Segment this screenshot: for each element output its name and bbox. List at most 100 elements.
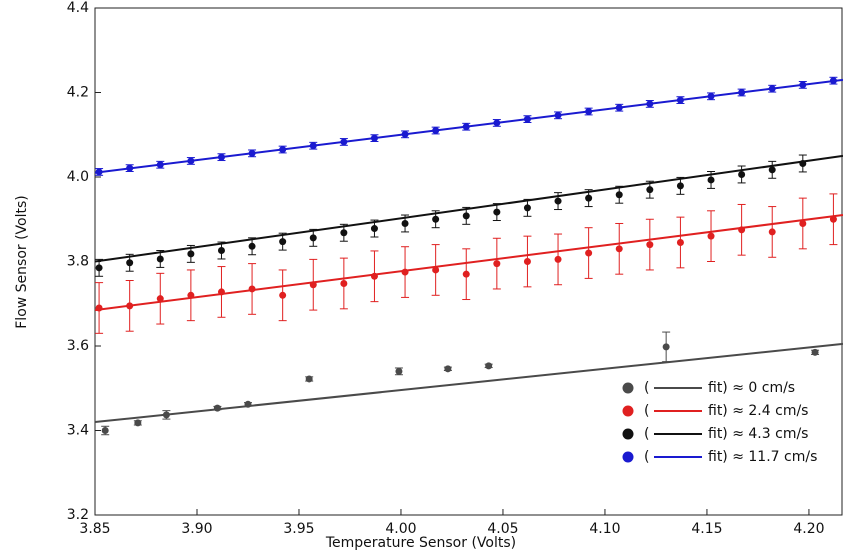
point xyxy=(646,241,654,249)
point xyxy=(493,208,501,216)
point xyxy=(156,295,164,303)
point xyxy=(768,85,776,93)
point xyxy=(646,186,654,194)
point xyxy=(811,348,819,356)
point xyxy=(217,288,225,296)
point xyxy=(738,89,746,96)
legend-label: fit) ≈ 11.7 cm/s xyxy=(708,449,817,465)
point xyxy=(523,258,531,265)
point xyxy=(134,419,142,427)
legend-label: fit) ≈ 0 cm/s xyxy=(708,380,795,396)
legend-marker xyxy=(622,405,634,417)
point xyxy=(615,245,623,253)
legend-marker xyxy=(622,428,634,440)
point xyxy=(244,400,252,408)
point xyxy=(101,427,109,434)
legend-paren: ( xyxy=(644,380,649,396)
point xyxy=(309,234,317,242)
point xyxy=(485,362,493,370)
y-tick-label: 3.2 xyxy=(67,507,89,523)
legend-marker xyxy=(622,451,634,463)
point xyxy=(156,161,164,169)
point xyxy=(799,81,807,89)
point xyxy=(829,215,837,223)
point xyxy=(493,119,501,127)
point xyxy=(126,259,134,267)
point xyxy=(162,411,170,419)
point xyxy=(799,219,807,227)
point xyxy=(248,149,256,157)
legend-label: fit) ≈ 2.4 cm/s xyxy=(708,403,808,419)
x-axis-label: Temperature Sensor (Volts) xyxy=(325,535,516,551)
point xyxy=(305,375,313,383)
legend-paren: ( xyxy=(644,403,649,419)
point xyxy=(187,157,195,165)
point xyxy=(126,164,134,172)
point xyxy=(799,159,807,167)
point xyxy=(554,197,562,205)
point xyxy=(585,108,593,116)
point xyxy=(370,134,378,142)
x-tick-label: 4.10 xyxy=(589,521,620,537)
point xyxy=(554,255,562,263)
point xyxy=(213,404,221,412)
point xyxy=(615,191,623,199)
point xyxy=(279,238,287,246)
legend-paren: ( xyxy=(644,426,649,442)
point xyxy=(462,212,470,220)
point xyxy=(444,365,452,373)
point xyxy=(309,142,317,150)
y-tick-label: 4.0 xyxy=(67,169,89,185)
point xyxy=(432,127,440,135)
fit-line xyxy=(94,214,843,312)
x-tick-label: 3.95 xyxy=(283,521,314,537)
fit-line xyxy=(94,154,843,263)
point xyxy=(493,260,501,268)
point xyxy=(676,182,684,190)
point xyxy=(95,168,103,176)
y-tick-label: 4.4 xyxy=(67,0,89,16)
point xyxy=(523,115,531,123)
legend-label: fit) ≈ 4.3 cm/s xyxy=(708,426,808,442)
x-tick-label: 4.05 xyxy=(487,521,518,537)
point xyxy=(279,146,287,154)
x-tick-label: 4.00 xyxy=(385,521,416,537)
point xyxy=(370,225,378,233)
point xyxy=(676,238,684,246)
point xyxy=(585,194,593,202)
point xyxy=(340,279,348,287)
point xyxy=(707,92,715,100)
point xyxy=(462,270,470,278)
point xyxy=(401,130,409,138)
point xyxy=(401,268,409,276)
y-tick-label: 4.2 xyxy=(67,85,89,101)
point xyxy=(523,204,531,212)
point xyxy=(395,367,403,375)
point xyxy=(646,100,654,108)
point xyxy=(248,242,256,250)
point xyxy=(738,226,746,234)
point xyxy=(340,229,348,237)
y-axis-label: Flow Sensor (Volts) xyxy=(14,195,30,329)
y-tick-label: 3.8 xyxy=(67,254,89,270)
y-tick-label: 3.4 xyxy=(67,423,89,439)
point xyxy=(279,291,287,299)
point xyxy=(768,166,776,174)
point xyxy=(585,249,593,257)
x-tick-label: 4.20 xyxy=(793,521,824,537)
point xyxy=(187,250,195,258)
point xyxy=(401,219,409,227)
point xyxy=(309,281,317,289)
point xyxy=(829,77,837,85)
point xyxy=(95,264,103,272)
point xyxy=(95,304,103,312)
point xyxy=(554,111,562,119)
point xyxy=(615,104,623,112)
x-tick-label: 3.85 xyxy=(79,521,110,537)
point xyxy=(432,215,440,223)
point xyxy=(462,123,470,131)
point xyxy=(662,343,670,351)
point xyxy=(707,176,715,184)
legend-paren: ( xyxy=(644,449,649,465)
